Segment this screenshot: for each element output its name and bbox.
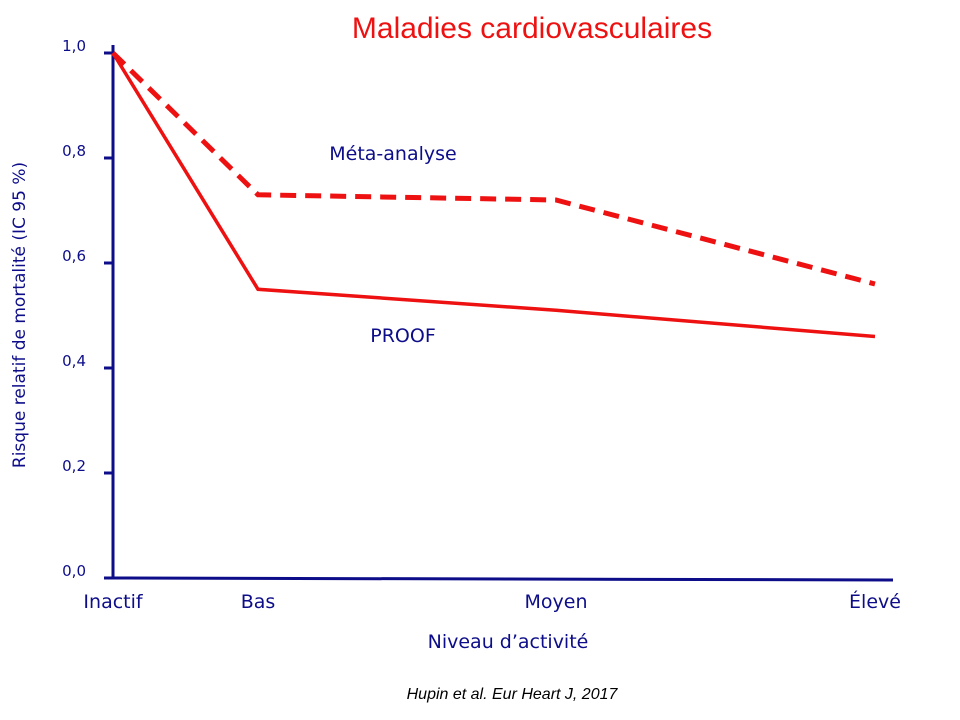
x-axis-title: Niveau d’activité xyxy=(428,631,589,653)
series-layer xyxy=(111,51,876,339)
y-tick-label: 0,2 xyxy=(62,457,86,475)
x-tick-label: Bas xyxy=(241,591,276,613)
series-label: Méta-analyse xyxy=(329,143,456,165)
y-tick-label: 0,6 xyxy=(62,247,86,265)
series-line-meta-analyse xyxy=(111,51,876,287)
series-line-proof xyxy=(111,52,876,339)
y-tick-label: 0,0 xyxy=(62,562,86,580)
y-tick-label: 0,4 xyxy=(62,352,86,370)
x-axis-line xyxy=(112,576,894,582)
source-citation: Hupin et al. Eur Heart J, 2017 xyxy=(407,686,619,703)
y-axis-ticks: 0,0 0,2 0,4 0,6 0,8 1,0 xyxy=(62,37,113,580)
x-tick-label: Élevé xyxy=(849,590,901,613)
y-tick-label: 0,8 xyxy=(62,142,86,160)
series-label: PROOF xyxy=(370,325,436,347)
chart-title: Maladies cardiovasculaires xyxy=(352,12,712,45)
y-tick-label: 1,0 xyxy=(62,37,86,55)
x-tick-label: Moyen xyxy=(525,591,588,613)
x-axis-ticks: Inactif Bas Moyen Élevé xyxy=(83,590,901,613)
axes xyxy=(111,45,894,582)
x-tick-label: Inactif xyxy=(83,591,143,613)
series-labels: Méta-analyse PROOF xyxy=(329,143,456,347)
y-axis-title: Risque relatif de mortalité (IC 95 %) xyxy=(10,162,30,468)
